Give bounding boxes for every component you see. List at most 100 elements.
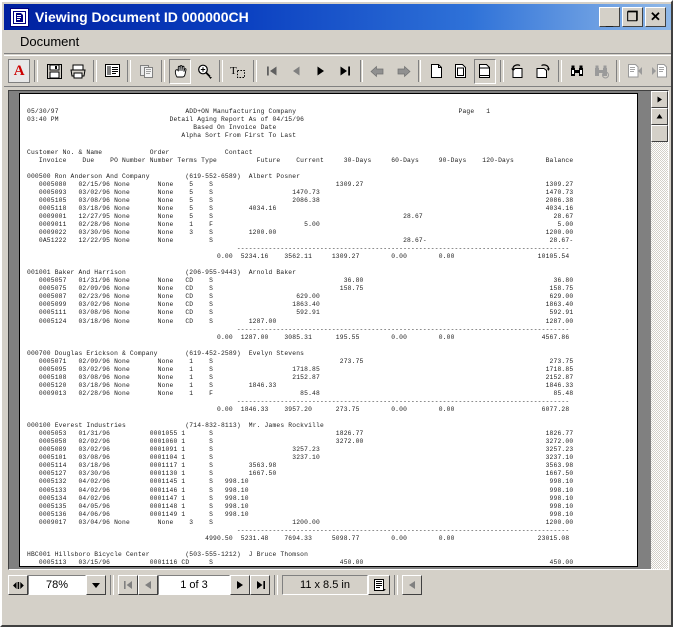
next-page-icon xyxy=(237,581,243,589)
toolbar-separator xyxy=(615,60,620,82)
forward-arrow-icon xyxy=(397,65,411,77)
maximize-icon: ❐ xyxy=(626,8,639,24)
copy-icon xyxy=(139,65,153,78)
chevron-down-icon xyxy=(92,582,100,588)
status-next-page-button[interactable] xyxy=(230,575,250,595)
scroll-right-button[interactable] xyxy=(651,91,668,108)
hand-icon xyxy=(174,64,187,77)
next-page-button[interactable] xyxy=(309,59,331,84)
status-separator xyxy=(274,575,278,595)
print-button[interactable] xyxy=(67,59,89,84)
status-separator xyxy=(110,575,114,595)
page-number-field[interactable]: 1 of 3 xyxy=(158,575,230,595)
show-hide-navigation-pane-button[interactable] xyxy=(101,59,123,84)
printer-icon xyxy=(70,64,86,78)
toolbar-separator xyxy=(34,60,39,82)
text-select-tool-button[interactable]: T xyxy=(227,59,249,84)
scroll-left-icon xyxy=(409,581,415,589)
resize-handle-icon xyxy=(12,581,24,589)
previous-page-icon xyxy=(145,581,151,589)
toolbar-separator xyxy=(417,60,422,82)
window-controls: _ ❐ ✕ xyxy=(599,7,666,27)
zoom-tool-button[interactable] xyxy=(193,59,215,84)
next-view-icon xyxy=(651,64,667,78)
title-bar: Viewing Document ID 000000CH _ ❐ ✕ xyxy=(4,4,671,30)
text-select-icon: T xyxy=(230,65,246,78)
status-bar-controls: 78% 1 of 3 xyxy=(8,574,422,596)
first-page-icon xyxy=(266,66,277,76)
scroll-thumb[interactable] xyxy=(651,125,668,142)
page-layout-icon xyxy=(373,578,386,591)
fit-page-icon xyxy=(455,64,467,78)
scroll-right-icon xyxy=(657,96,662,103)
save-button[interactable] xyxy=(43,59,65,84)
toolbar-separator xyxy=(557,60,562,82)
hand-tool-button[interactable] xyxy=(168,58,192,84)
status-bar: 78% 1 of 3 xyxy=(4,570,671,623)
report-content: 05/30/97 ADD+ON Manufacturing Company Pa… xyxy=(27,108,574,566)
go-back-button[interactable] xyxy=(367,59,389,84)
status-last-page-button[interactable] xyxy=(250,575,270,595)
back-arrow-icon xyxy=(370,65,384,77)
scroll-up-button[interactable] xyxy=(651,108,668,125)
actual-size-button[interactable] xyxy=(425,59,447,84)
zoom-level-field[interactable]: 78% xyxy=(28,575,86,595)
window-title: Viewing Document ID 000000CH xyxy=(35,9,249,25)
toolbar-separator xyxy=(359,60,364,82)
toolbar-separator xyxy=(499,60,504,82)
fit-page-button[interactable] xyxy=(449,59,471,84)
rotate-clockwise-button[interactable] xyxy=(532,59,554,84)
search-button[interactable] xyxy=(590,59,612,84)
resize-pane-button[interactable] xyxy=(8,575,28,595)
zoom-dropdown-button[interactable] xyxy=(86,575,106,595)
find-button[interactable] xyxy=(566,59,588,84)
toolbar: A xyxy=(4,55,671,87)
status-separator xyxy=(394,575,398,595)
floppy-disk-icon xyxy=(46,63,62,79)
rotate-counterclockwise-button[interactable] xyxy=(508,59,530,84)
copy-button[interactable] xyxy=(135,59,157,84)
actual-size-icon xyxy=(430,64,442,78)
page-size-label: 11 x 8.5 in xyxy=(282,575,368,595)
toolbar-separator xyxy=(219,60,224,82)
scroll-up-icon xyxy=(656,114,663,119)
status-first-page-button[interactable] xyxy=(118,575,138,595)
last-page-icon xyxy=(340,66,350,76)
last-page-icon xyxy=(256,581,265,589)
maximize-button[interactable]: ❐ xyxy=(622,7,643,27)
previous-page-button[interactable] xyxy=(285,59,307,84)
pdf-page[interactable]: 05/30/97 ADD+ON Manufacturing Company Pa… xyxy=(19,93,638,567)
status-previous-page-button[interactable] xyxy=(138,575,158,595)
close-icon: ✕ xyxy=(650,8,661,24)
menu-bar: Document xyxy=(4,30,671,54)
vertical-scrollbar[interactable] xyxy=(651,91,668,569)
rotate-ccw-icon xyxy=(510,64,523,78)
scrollbar-track[interactable] xyxy=(651,125,668,569)
page-layout-button[interactable] xyxy=(368,575,390,595)
next-view-button[interactable] xyxy=(648,59,670,84)
toolbar-separator xyxy=(93,60,98,82)
magnifier-icon xyxy=(197,64,212,79)
next-page-icon xyxy=(317,66,324,76)
pane-icon xyxy=(104,64,120,77)
first-page-icon xyxy=(123,581,132,589)
minimize-icon: _ xyxy=(605,12,614,28)
minimize-button[interactable]: _ xyxy=(599,7,620,27)
toolbar-separator xyxy=(127,60,132,82)
close-button[interactable]: ✕ xyxy=(645,7,666,27)
svg-text:T: T xyxy=(230,65,237,77)
binoculars-icon xyxy=(570,65,583,76)
horizontal-scroll-left-button[interactable] xyxy=(402,575,422,595)
menu-item-document[interactable]: Document xyxy=(20,34,80,49)
search-web-icon xyxy=(594,65,609,78)
acrobat-logo-icon: A xyxy=(8,59,31,83)
previous-view-button[interactable] xyxy=(624,59,646,84)
previous-page-icon xyxy=(292,66,300,76)
last-page-button[interactable] xyxy=(333,59,355,84)
toolbar-separator xyxy=(253,60,258,82)
go-forward-button[interactable] xyxy=(391,59,413,84)
first-page-button[interactable] xyxy=(261,59,283,84)
fit-width-button[interactable] xyxy=(473,58,496,84)
toolbar-separator xyxy=(161,60,165,82)
